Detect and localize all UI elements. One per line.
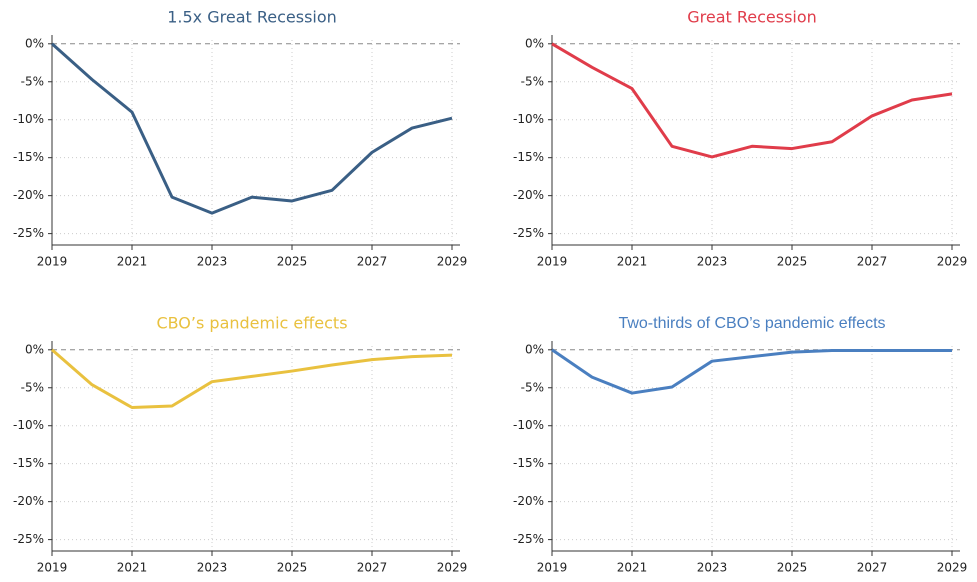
x-tick-label: 2021 bbox=[617, 561, 648, 575]
x-tick-label: 2021 bbox=[117, 255, 148, 269]
y-tick-label: 0% bbox=[525, 342, 544, 356]
x-tick-label: 2029 bbox=[437, 255, 468, 269]
line bbox=[551, 348, 952, 395]
y-tick-label: -5% bbox=[21, 380, 44, 394]
panel: Two-thirds of CBO’s pandemic effects 0% -5… bbox=[513, 315, 967, 574]
panel: 1.5x Great Recession 0% -5% -10% -15% -20% -25… bbox=[13, 8, 467, 269]
x-tick-label: 2023 bbox=[197, 561, 228, 575]
x-tick-label: 2019 bbox=[37, 561, 68, 575]
y-tick-label: -25% bbox=[513, 532, 544, 546]
y-tick-label: -20% bbox=[513, 188, 544, 202]
y-tick-label: -10% bbox=[513, 418, 544, 432]
x-tick-label: 2025 bbox=[777, 255, 808, 269]
x-tick-label: 2019 bbox=[537, 255, 568, 269]
x-tick-label: 2023 bbox=[197, 255, 228, 269]
x-tick-label: 2029 bbox=[437, 561, 468, 575]
x-tick-label: 2025 bbox=[277, 561, 308, 575]
x-tick-label: 2021 bbox=[617, 255, 648, 269]
chart-title: 1.5x Great Recession bbox=[167, 8, 337, 27]
y-tick-label: -15% bbox=[13, 456, 44, 470]
chart-title: Two-thirds of CBO’s pandemic effects bbox=[618, 315, 885, 332]
x-tick-label: 2029 bbox=[937, 561, 968, 575]
y-tick-label: -10% bbox=[13, 418, 44, 432]
panel: Great Recession 0% -5% -10% -15% -20% -25% 2019… bbox=[513, 8, 967, 269]
x-tick-label: 2023 bbox=[697, 255, 728, 269]
y-tick-label: -5% bbox=[521, 380, 544, 394]
y-tick-label: 0% bbox=[25, 342, 44, 356]
y-tick-label: 0% bbox=[525, 36, 544, 50]
x-tick-label: 2027 bbox=[357, 255, 388, 269]
y-tick-label: -15% bbox=[513, 150, 544, 164]
y-tick-label: -15% bbox=[513, 456, 544, 470]
chart-title: CBO’s pandemic effects bbox=[156, 314, 347, 333]
x-tick-label: 2025 bbox=[777, 561, 808, 575]
x-tick-label: 2021 bbox=[117, 561, 148, 575]
x-tick-label: 2027 bbox=[357, 561, 388, 575]
y-tick-label: -20% bbox=[13, 494, 44, 508]
line bbox=[51, 348, 453, 409]
y-tick-label: -25% bbox=[13, 532, 44, 546]
chart-title: Great Recession bbox=[687, 8, 817, 27]
y-tick-label: -20% bbox=[513, 494, 544, 508]
y-tick-label: -25% bbox=[13, 226, 44, 240]
y-tick-label: -25% bbox=[513, 226, 544, 240]
panel: CBO’s pandemic effects 0% -5% -10% -15% -20% -… bbox=[13, 314, 467, 575]
y-tick-label: -5% bbox=[21, 74, 44, 88]
x-tick-label: 2029 bbox=[937, 255, 968, 269]
x-tick-label: 2027 bbox=[857, 255, 888, 269]
y-tick-label: 0% bbox=[25, 36, 44, 50]
line bbox=[551, 42, 953, 159]
x-tick-label: 2027 bbox=[857, 561, 888, 575]
y-tick-label: -15% bbox=[13, 150, 44, 164]
x-tick-label: 2023 bbox=[697, 561, 728, 575]
line bbox=[51, 42, 453, 215]
y-tick-label: -10% bbox=[513, 112, 544, 126]
y-tick-label: -10% bbox=[13, 112, 44, 126]
y-tick-label: -5% bbox=[521, 74, 544, 88]
x-tick-label: 2025 bbox=[277, 255, 308, 269]
x-tick-label: 2019 bbox=[537, 561, 568, 575]
x-tick-label: 2019 bbox=[37, 255, 68, 269]
y-tick-label: -20% bbox=[13, 188, 44, 202]
